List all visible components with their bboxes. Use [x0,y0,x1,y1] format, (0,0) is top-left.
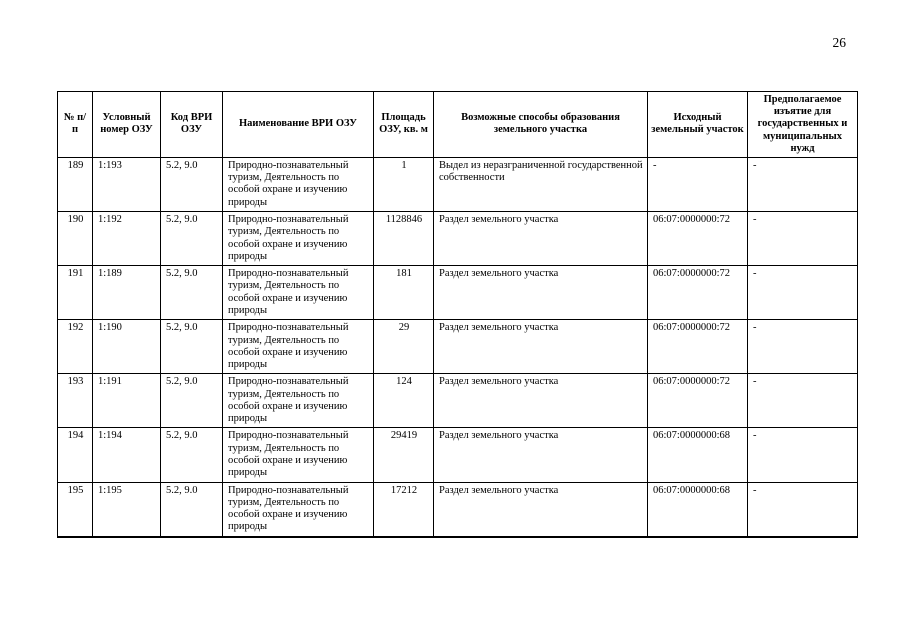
header-row-number: № п/п [57,91,93,158]
cell-vri-name: Природно-познавательный туризм, Деятельн… [222,427,374,483]
header-area: Площадь ОЗУ, кв. м [373,91,434,158]
cell-source-parcel: 06:07:0000000:68 [647,427,748,483]
cell-source-parcel: 06:07:0000000:68 [647,481,748,538]
cell-row-number: 192 [57,319,93,375]
header-vri-code: Код ВРИ ОЗУ [160,91,223,158]
table-row: 192 1:190 5.2, 9.0 Природно-познавательн… [57,319,858,375]
cell-vri-code: 5.2, 9.0 [160,156,223,212]
cell-seizure: - [747,319,858,375]
cell-vri-code: 5.2, 9.0 [160,427,223,483]
cell-seizure: - [747,373,858,429]
cell-seizure: - [747,210,858,267]
table-body: 189 1:193 5.2, 9.0 Природно-познавательн… [57,156,858,538]
cell-area: 29419 [373,427,434,483]
cell-vri-name: Природно-познавательный туризм, Деятельн… [222,210,374,267]
land-plots-table: № п/п Условный номер ОЗУ Код ВРИ ОЗУ Наи… [57,91,858,538]
cell-cond-number: 1:190 [92,319,161,375]
cell-vri-code: 5.2, 9.0 [160,265,223,321]
header-cond-number: Условный номер ОЗУ [92,91,161,158]
cell-vri-code: 5.2, 9.0 [160,210,223,267]
cell-formation-method: Раздел земельного участка [433,481,648,538]
cell-formation-method: Раздел земельного участка [433,265,648,321]
cell-vri-name: Природно-познавательный туризм, Деятельн… [222,373,374,429]
cell-formation-method: Выдел из неразграниченной государственно… [433,156,648,212]
cell-cond-number: 1:189 [92,265,161,321]
cell-cond-number: 1:193 [92,156,161,212]
cell-formation-method: Раздел земельного участка [433,210,648,267]
table-row: 195 1:195 5.2, 9.0 Природно-познавательн… [57,481,858,538]
cell-source-parcel: 06:07:0000000:72 [647,265,748,321]
cell-vri-name: Природно-познавательный туризм, Деятельн… [222,481,374,538]
table-row: 194 1:194 5.2, 9.0 Природно-познавательн… [57,427,858,483]
page-number: 26 [832,35,847,50]
cell-row-number: 191 [57,265,93,321]
cell-vri-code: 5.2, 9.0 [160,481,223,538]
cell-seizure: - [747,265,858,321]
cell-area: 181 [373,265,434,321]
cell-cond-number: 1:194 [92,427,161,483]
cell-formation-method: Раздел земельного участка [433,373,648,429]
cell-area: 17212 [373,481,434,538]
header-seizure: Предполагаемое изъятие для государственн… [747,91,858,158]
table-row: 193 1:191 5.2, 9.0 Природно-познавательн… [57,373,858,429]
cell-seizure: - [747,156,858,212]
cell-row-number: 193 [57,373,93,429]
cell-cond-number: 1:195 [92,481,161,538]
table-row: 191 1:189 5.2, 9.0 Природно-познавательн… [57,265,858,321]
cell-formation-method: Раздел земельного участка [433,427,648,483]
cell-area: 29 [373,319,434,375]
cell-vri-name: Природно-познавательный туризм, Деятельн… [222,156,374,212]
cell-seizure: - [747,481,858,538]
cell-row-number: 190 [57,210,93,267]
cell-vri-code: 5.2, 9.0 [160,373,223,429]
cell-source-parcel: 06:07:0000000:72 [647,373,748,429]
cell-vri-name: Природно-познавательный туризм, Деятельн… [222,319,374,375]
header-source-parcel: Исходный земельный участок [647,91,748,158]
table-row: 190 1:192 5.2, 9.0 Природно-познавательн… [57,210,858,267]
header-vri-name: Наименование ВРИ ОЗУ [222,91,374,158]
cell-area: 124 [373,373,434,429]
cell-vri-code: 5.2, 9.0 [160,319,223,375]
cell-area: 1128846 [373,210,434,267]
table-header: № п/п Условный номер ОЗУ Код ВРИ ОЗУ Наи… [57,91,858,158]
header-formation-method: Возможные способы образования земельного… [433,91,648,158]
table-row: 189 1:193 5.2, 9.0 Природно-познавательн… [57,156,858,212]
cell-row-number: 195 [57,481,93,538]
cell-row-number: 194 [57,427,93,483]
cell-source-parcel: - [647,156,748,212]
cell-vri-name: Природно-познавательный туризм, Деятельн… [222,265,374,321]
cell-source-parcel: 06:07:0000000:72 [647,210,748,267]
cell-seizure: - [747,427,858,483]
cell-cond-number: 1:191 [92,373,161,429]
cell-cond-number: 1:192 [92,210,161,267]
cell-formation-method: Раздел земельного участка [433,319,648,375]
cell-row-number: 189 [57,156,93,212]
cell-area: 1 [373,156,434,212]
cell-source-parcel: 06:07:0000000:72 [647,319,748,375]
header-row: № п/п Условный номер ОЗУ Код ВРИ ОЗУ Наи… [57,91,858,158]
